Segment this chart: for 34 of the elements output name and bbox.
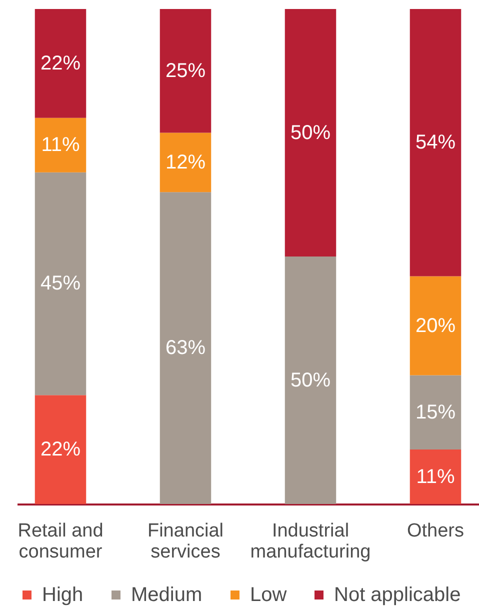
data-label: 20% bbox=[415, 314, 456, 337]
x-tick-label: Industrial manufacturing bbox=[250, 520, 371, 562]
data-label: 50% bbox=[290, 122, 331, 144]
legend-label: Not applicable bbox=[334, 584, 461, 606]
bar bbox=[284, 9, 336, 256]
data-label: 12% bbox=[165, 151, 206, 174]
data-label: 15% bbox=[415, 401, 456, 424]
data-label: 22% bbox=[40, 438, 81, 461]
bar bbox=[34, 395, 86, 504]
data-label: 54% bbox=[415, 132, 456, 154]
bar bbox=[410, 9, 462, 276]
data-label: 25% bbox=[165, 60, 206, 82]
bar bbox=[410, 375, 462, 450]
data-label: 63% bbox=[165, 337, 206, 360]
legend-label: Low bbox=[250, 584, 288, 606]
legend-label: Medium bbox=[131, 584, 202, 606]
bar bbox=[410, 276, 462, 376]
x-tick-label: Financial services bbox=[147, 520, 224, 562]
x-tick-label: Others bbox=[406, 520, 464, 542]
data-label: 45% bbox=[40, 272, 81, 295]
bar bbox=[410, 450, 462, 504]
data-label: 50% bbox=[290, 369, 331, 392]
data-label: 22% bbox=[40, 52, 81, 74]
bar bbox=[34, 118, 86, 172]
bar bbox=[160, 192, 212, 504]
bar bbox=[160, 9, 212, 133]
bar bbox=[284, 256, 336, 504]
legend-label: High bbox=[42, 584, 84, 606]
x-tick-label: Retail and consumer bbox=[18, 520, 104, 562]
bar bbox=[34, 9, 86, 118]
data-label: 11% bbox=[416, 466, 455, 488]
bar bbox=[34, 172, 86, 396]
bar bbox=[160, 132, 212, 192]
data-label: 11% bbox=[41, 134, 80, 156]
